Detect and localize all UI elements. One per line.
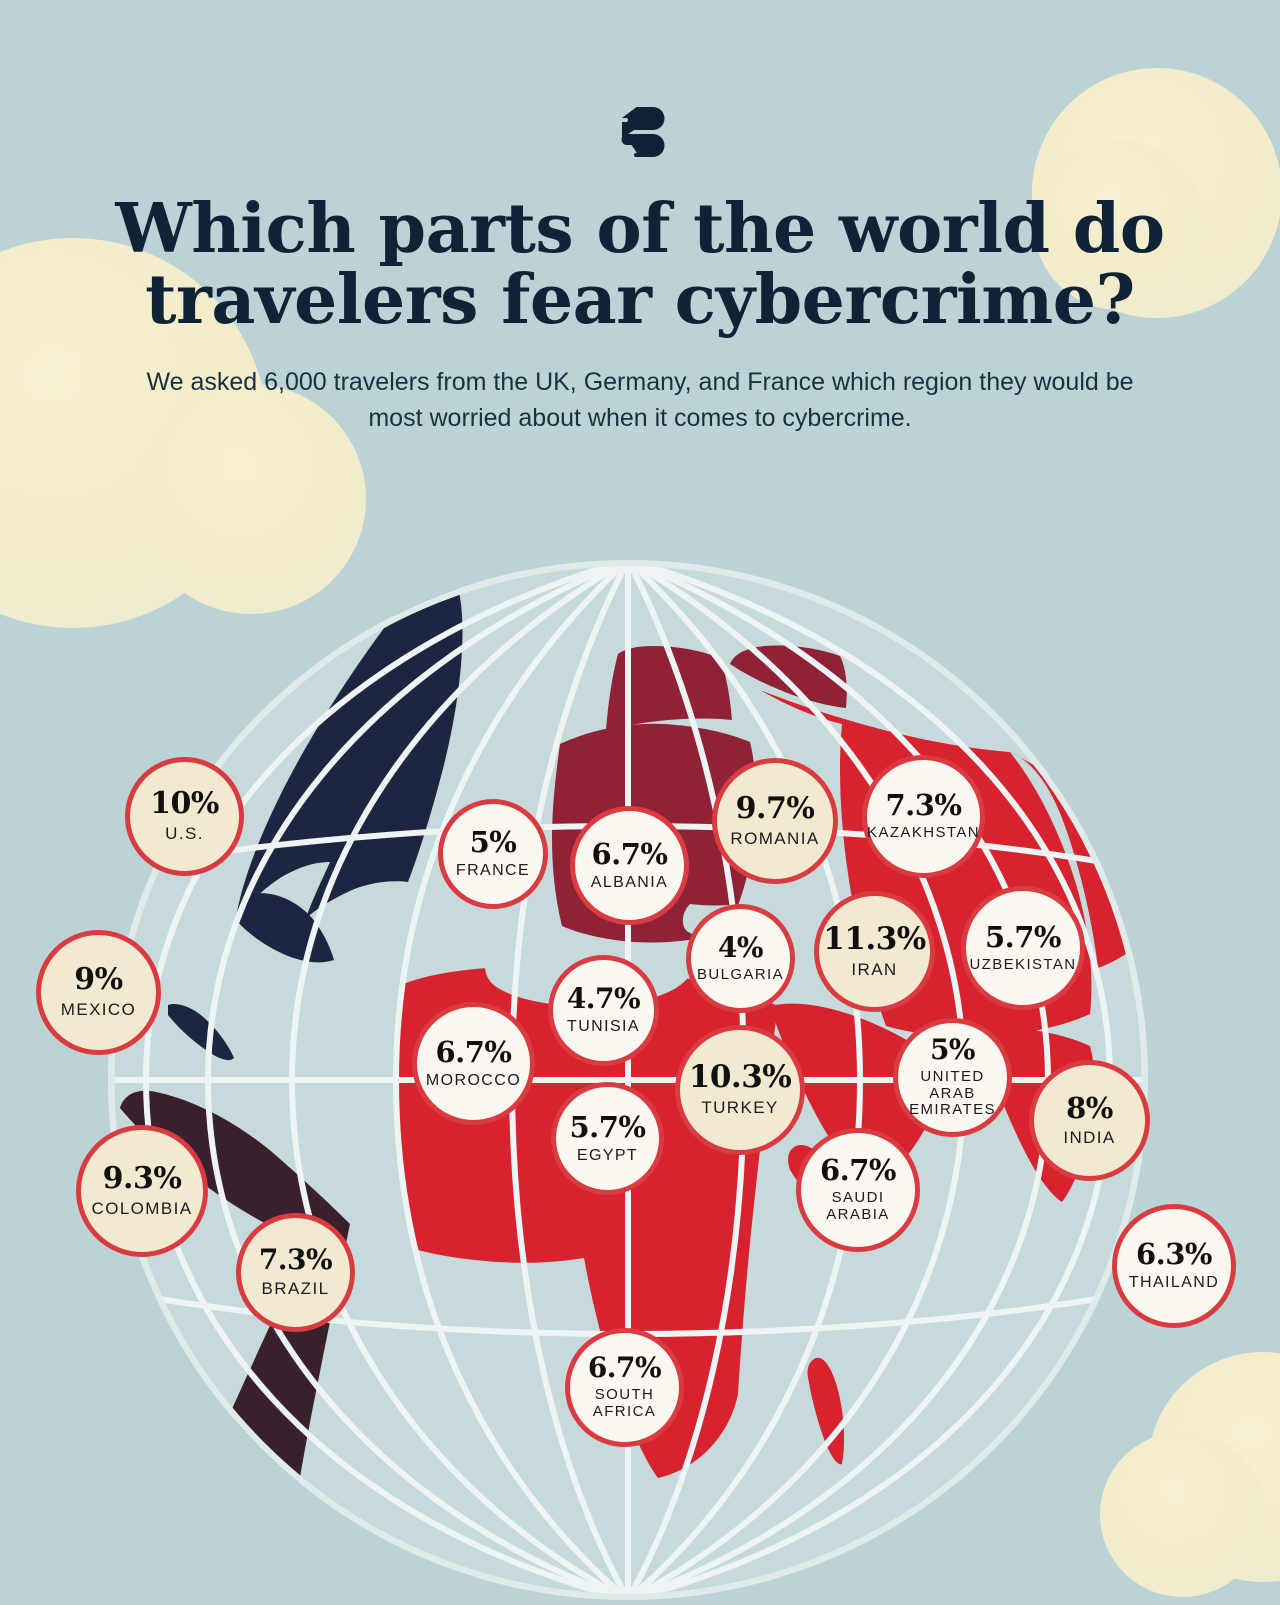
bubble-value: 6.7% [587,1351,662,1385]
bubble-value: 10.3% [688,1059,792,1096]
data-bubble-romania[interactable]: 9.7% ROMANIA [712,758,838,884]
bubble-value: 6.7% [819,1153,897,1188]
data-bubble-iran[interactable]: 11.3% IRAN [814,891,935,1012]
bubble-value: 5% [469,825,517,860]
data-bubble-france[interactable]: 5% FRANCE [438,799,548,909]
landmass-central-america [168,1004,234,1061]
bubble-value: 4% [717,930,764,964]
bubble-label: EGYPT [576,1146,639,1164]
landmass-eastern-europe [730,645,847,708]
globe-outline [108,560,1148,1600]
data-bubble-tunisia[interactable]: 4.7% TUNISIA [548,955,659,1066]
bubble-value: 9% [74,962,123,998]
data-bubble-saudi-arabia[interactable]: 6.7% SAUDI ARABIA [796,1128,920,1252]
bubble-label: SAUDI ARABIA [826,1189,890,1223]
bubble-value: 10% [150,786,219,822]
data-bubble-south-africa[interactable]: 6.7% SOUTH AFRICA [565,1328,684,1447]
landmass-south-america [120,1090,350,1548]
data-bubble-albania[interactable]: 6.7% ALBANIA [570,806,689,925]
bubble-label: MOROCCO [425,1071,522,1089]
data-bubble-u-s[interactable]: 10% U.S. [125,757,244,876]
data-bubble-thailand[interactable]: 6.3% THAILAND [1112,1204,1236,1328]
bubble-label: TUNISIA [567,1018,640,1036]
bubble-label: COLOMBIA [91,1198,193,1218]
data-bubble-mexico[interactable]: 9% MEXICO [36,930,161,1055]
landmass-scandinavia [606,646,732,730]
bubble-label: ROMANIA [730,828,820,848]
bubble-value: 6.7% [591,836,668,871]
bubble-value: 5.7% [984,919,1062,954]
bubble-label: BULGARIA [696,965,785,983]
bubble-value: 4.7% [566,982,641,1016]
bubble-label: IRAN [851,959,898,979]
bubble-label: UZBEKISTAN [969,955,1077,973]
data-bubble-egypt[interactable]: 5.7% EGYPT [551,1082,664,1195]
bubble-value: 11.3% [823,920,926,957]
data-bubble-turkey[interactable]: 10.3% TURKEY [675,1025,805,1155]
expressvpn-e-logo-icon [621,107,665,157]
bubble-value: 9.3% [102,1160,182,1196]
data-bubble-india[interactable]: 8% INDIA [1029,1060,1150,1181]
bubble-label: BRAZIL [261,1279,330,1299]
data-bubble-morocco[interactable]: 6.7% MOROCCO [412,1002,535,1125]
page-subtitle: We asked 6,000 travelers from the UK, Ge… [146,368,1134,432]
bubble-value: 5.7% [569,1109,646,1144]
bubble-label: TURKEY [701,1098,779,1118]
header: Which parts of the world do travelers fe… [0,0,1280,436]
bubble-label: THAILAND [1128,1274,1220,1292]
bubble-value: 9.7% [735,790,815,826]
data-bubble-colombia[interactable]: 9.3% COLOMBIA [76,1125,208,1257]
bubble-label: FRANCE [455,862,531,880]
data-bubble-uzbekistan[interactable]: 5.7% UZBEKISTAN [961,886,1085,1010]
bubble-label: UNITED ARAB EMIRATES [909,1067,996,1119]
data-bubble-united-arab-emirates[interactable]: 5% UNITED ARAB EMIRATES [893,1018,1012,1137]
brand-logo [0,104,1280,160]
data-bubble-kazakhstan[interactable]: 7.3% KAZAKHSTAN [862,755,985,878]
bubble-value: 6.7% [435,1034,512,1069]
data-bubble-bulgaria[interactable]: 4% BULGARIA [686,904,795,1013]
bubble-label: SOUTH AFRICA [592,1386,657,1420]
page-title: Which parts of the world do travelers fe… [115,189,1165,340]
bubble-label: ALBANIA [590,873,669,891]
bubble-label: MEXICO [60,1000,137,1020]
bubble-value: 7.3% [885,788,962,823]
bubble-label: INDIA [1063,1127,1116,1147]
bubble-label: U.S. [165,824,204,844]
data-bubble-brazil[interactable]: 7.3% BRAZIL [236,1213,355,1332]
bubble-value: 5% [929,1032,976,1066]
bubble-label: KAZAKHSTAN [867,824,980,842]
bubble-value: 6.3% [1135,1237,1213,1272]
bubble-value: 8% [1066,1090,1113,1125]
bubble-value: 7.3% [258,1243,333,1277]
